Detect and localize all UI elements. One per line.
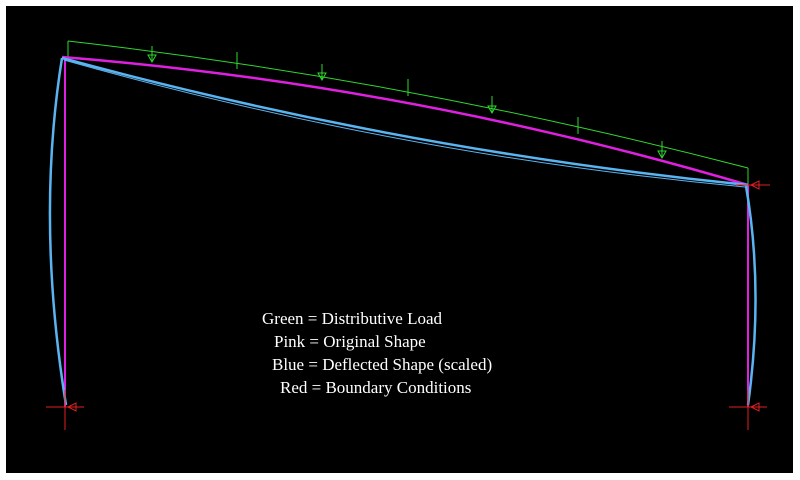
boundary-conditions (46, 180, 770, 430)
original-shape (61, 55, 749, 407)
beam-deflected-edge (63, 59, 746, 188)
legend-line: Green = Distributive Load (262, 309, 443, 328)
right-column-deflected (744, 185, 757, 406)
legend-line: Blue = Deflected Shape (scaled) (272, 355, 492, 374)
legend-line: Pink = Original Shape (274, 332, 426, 351)
beam (61, 55, 749, 187)
legend-line: Red = Boundary Conditions (280, 378, 471, 397)
canvas (6, 6, 793, 473)
beam-deflected (61, 56, 749, 187)
left-column-deflected (48, 57, 68, 406)
load-line (67, 40, 749, 169)
deflected-shape (48, 56, 757, 406)
distributed-load (67, 40, 749, 185)
load-arrows (147, 46, 667, 160)
